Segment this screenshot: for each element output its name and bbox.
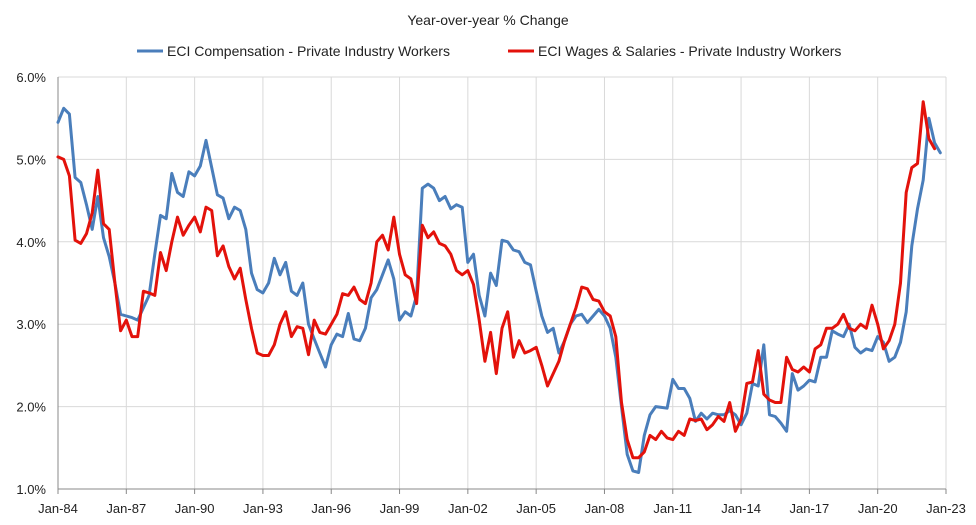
y-tick-label: 3.0% bbox=[16, 317, 46, 332]
x-tick-label: Jan-99 bbox=[380, 501, 420, 516]
x-tick-label: Jan-93 bbox=[243, 501, 283, 516]
y-tick-label: 5.0% bbox=[16, 152, 46, 167]
x-tick-label: Jan-08 bbox=[585, 501, 625, 516]
x-tick-label: Jan-84 bbox=[38, 501, 78, 516]
x-tick-label: Jan-02 bbox=[448, 501, 488, 516]
x-tick-label: Jan-14 bbox=[721, 501, 761, 516]
x-axis: Jan-84 Jan-87 Jan-90 Jan-93 Jan-96 Jan-99 Jan-… bbox=[38, 488, 966, 516]
legend: ECI Compensation - Private Industry Work… bbox=[137, 43, 841, 59]
x-tick-label: Jan-90 bbox=[175, 501, 215, 516]
x-tick-label: Jan-11 bbox=[653, 501, 692, 516]
y-tick-label: 1.0% bbox=[16, 482, 46, 497]
x-tick-label: Jan-05 bbox=[516, 501, 556, 516]
series-line-wages-salaries bbox=[56, 100, 937, 460]
y-axis: 1.0% 2.0% 3.0% 4.0% 5.0% 6.0% bbox=[16, 70, 59, 497]
legend-label-compensation: ECI Compensation - Private Industry Work… bbox=[167, 43, 450, 59]
y-tick-label: 2.0% bbox=[16, 400, 46, 415]
x-tick-label: Jan-17 bbox=[790, 501, 830, 516]
x-tick-label: Jan-87 bbox=[106, 501, 146, 516]
series bbox=[56, 100, 942, 474]
x-tick-label: Jan-23 bbox=[926, 501, 966, 516]
gridlines bbox=[57, 76, 947, 490]
legend-label-wages-salaries: ECI Wages & Salaries - Private Industry … bbox=[538, 43, 841, 59]
chart-title: Year-over-year % Change bbox=[407, 12, 569, 28]
x-tick-label: Jan-20 bbox=[858, 501, 898, 516]
y-tick-label: 4.0% bbox=[16, 235, 46, 250]
x-tick-label: Jan-96 bbox=[311, 501, 351, 516]
series-line-compensation bbox=[56, 106, 942, 474]
y-tick-label: 6.0% bbox=[16, 70, 46, 85]
